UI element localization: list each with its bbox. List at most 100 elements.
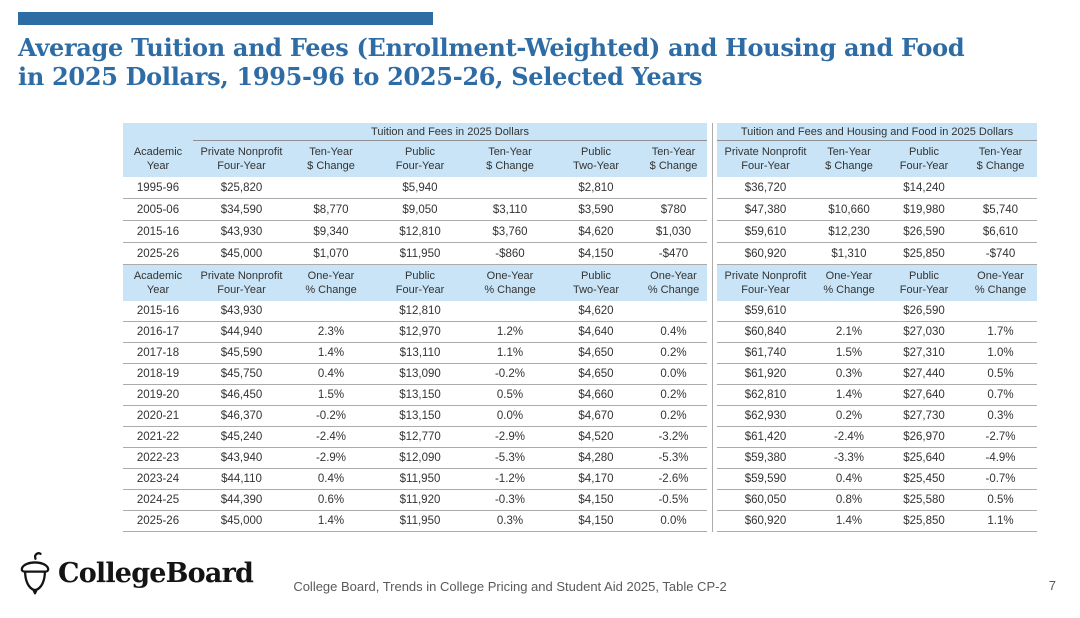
group-divider bbox=[707, 364, 717, 386]
cell-value: $61,420 bbox=[717, 427, 814, 449]
cell-value: 1.4% bbox=[814, 385, 884, 407]
cell-value: 1.5% bbox=[814, 343, 884, 365]
cell-value: 1.4% bbox=[290, 511, 372, 533]
cell-value bbox=[814, 177, 884, 200]
cell-value: $27,640 bbox=[884, 385, 964, 407]
cell-value: $26,590 bbox=[884, 221, 964, 244]
cell-value: -$470 bbox=[640, 243, 707, 266]
column-header-row: Academic Year Private Nonprofit Four-Year… bbox=[123, 141, 1038, 178]
cell-value: -3.3% bbox=[814, 448, 884, 470]
cell-value: $34,590 bbox=[193, 199, 290, 222]
column-header: One-Year % Change bbox=[468, 265, 552, 302]
page-title-line2: in 2025 Dollars, 1995-96 to 2025-26, Sel… bbox=[18, 62, 703, 91]
cell-value: 0.2% bbox=[814, 406, 884, 428]
cell-value: 0.2% bbox=[640, 343, 707, 365]
cell-value: $4,660 bbox=[552, 385, 640, 407]
table-row: 2017-18 $45,590 1.4% $13,110 1.1% $4,650 0.2% $… bbox=[123, 343, 1038, 365]
cell-value: $25,850 bbox=[884, 511, 964, 533]
cell-value: 0.3% bbox=[814, 364, 884, 386]
cell-academic-year: 2020-21 bbox=[123, 406, 193, 428]
cell-value: $13,150 bbox=[372, 406, 468, 428]
page-title-line1: Average Tuition and Fees (Enrollment-Wei… bbox=[18, 33, 965, 62]
cell-value: $3,110 bbox=[468, 199, 552, 222]
collegeboard-wordmark: CollegeBoard bbox=[58, 557, 254, 589]
cell-value: $60,920 bbox=[717, 243, 814, 266]
corner-cell bbox=[123, 123, 193, 142]
group-divider bbox=[707, 265, 717, 302]
cell-academic-year: 2022-23 bbox=[123, 448, 193, 470]
cell-value: $780 bbox=[640, 199, 707, 222]
cell-value: $27,440 bbox=[884, 364, 964, 386]
cell-value: $2,810 bbox=[552, 177, 640, 200]
cell-value: 0.0% bbox=[640, 364, 707, 386]
group-divider bbox=[707, 243, 717, 266]
group-divider bbox=[707, 123, 717, 142]
cell-value: $13,110 bbox=[372, 343, 468, 365]
cell-value: -2.9% bbox=[468, 427, 552, 449]
cell-value: 0.4% bbox=[640, 322, 707, 344]
cell-value: $25,580 bbox=[884, 490, 964, 512]
cell-value: $45,750 bbox=[193, 364, 290, 386]
table-row: 2025-26 $45,000 $1,070 $11,950 -$860 $4,150 -$… bbox=[123, 243, 1038, 266]
collegeboard-logo: CollegeBoard bbox=[16, 550, 254, 596]
cell-value: 0.3% bbox=[468, 511, 552, 533]
group-divider bbox=[707, 322, 717, 344]
cell-value: $12,810 bbox=[372, 301, 468, 323]
table-row: 2016-17 $44,940 2.3% $12,970 1.2% $4,640 0.4% $… bbox=[123, 322, 1038, 344]
table-row: 2015-16 $43,930 $9,340 $12,810 $3,760 $4,620 $… bbox=[123, 221, 1038, 244]
cell-academic-year: 2024-25 bbox=[123, 490, 193, 512]
cell-value: -$740 bbox=[964, 243, 1038, 266]
column-header: Academic Year bbox=[123, 141, 193, 178]
cell-value: -$860 bbox=[468, 243, 552, 266]
page-title: Average Tuition and Fees (Enrollment-Wei… bbox=[18, 33, 965, 91]
column-header-row: Academic Year Private Nonprofit Four-Year… bbox=[123, 265, 1038, 302]
cell-academic-year: 2025-26 bbox=[123, 243, 193, 266]
column-header: Ten-Year $ Change bbox=[814, 141, 884, 178]
cell-value: $43,940 bbox=[193, 448, 290, 470]
acorn-icon bbox=[20, 552, 50, 595]
cell-academic-year: 2015-16 bbox=[123, 301, 193, 323]
cell-value: $59,610 bbox=[717, 301, 814, 323]
cell-value: -0.2% bbox=[468, 364, 552, 386]
cell-value: 0.0% bbox=[640, 511, 707, 533]
cell-value: $27,730 bbox=[884, 406, 964, 428]
column-header: Academic Year bbox=[123, 265, 193, 302]
cell-value: $60,840 bbox=[717, 322, 814, 344]
cell-value: $12,090 bbox=[372, 448, 468, 470]
group-divider bbox=[707, 177, 717, 200]
column-header: Ten-Year $ Change bbox=[468, 141, 552, 178]
cell-value: $4,150 bbox=[552, 243, 640, 266]
cell-value: $62,810 bbox=[717, 385, 814, 407]
table-row: 2022-23 $43,940 -2.9% $12,090 -5.3% $4,280 -5.… bbox=[123, 448, 1038, 470]
cell-value: $5,740 bbox=[964, 199, 1038, 222]
group-divider bbox=[707, 385, 717, 407]
cell-value: $11,950 bbox=[372, 469, 468, 491]
cell-value: 0.4% bbox=[290, 469, 372, 491]
cell-academic-year: 2021-22 bbox=[123, 427, 193, 449]
column-header: One-Year % Change bbox=[964, 265, 1038, 302]
cell-value bbox=[964, 301, 1038, 323]
cell-value: $45,240 bbox=[193, 427, 290, 449]
cell-value: $4,650 bbox=[552, 364, 640, 386]
cell-academic-year: 2015-16 bbox=[123, 221, 193, 244]
cell-academic-year: 2005-06 bbox=[123, 199, 193, 222]
cell-value: 1.0% bbox=[964, 343, 1038, 365]
cell-value: $13,090 bbox=[372, 364, 468, 386]
column-header: Public Two-Year bbox=[552, 265, 640, 302]
cell-value: $4,520 bbox=[552, 427, 640, 449]
cell-value: $4,620 bbox=[552, 221, 640, 244]
cell-value: 0.6% bbox=[290, 490, 372, 512]
table-row: 2005-06 $34,590 $8,770 $9,050 $3,110 $3,590 $7… bbox=[123, 199, 1038, 222]
group-divider bbox=[707, 199, 717, 222]
group-divider bbox=[707, 469, 717, 491]
tuition-table: Tuition and Fees in 2025 Dollars Tuition … bbox=[123, 123, 1038, 533]
table-row: 2019-20 $46,450 1.5% $13,150 0.5% $4,660 0.2% $… bbox=[123, 385, 1038, 407]
cell-value: 2.1% bbox=[814, 322, 884, 344]
cell-value: -2.4% bbox=[290, 427, 372, 449]
cell-value: $4,150 bbox=[552, 511, 640, 533]
cell-value: $5,940 bbox=[372, 177, 468, 200]
cell-value: 0.7% bbox=[964, 385, 1038, 407]
cell-value: $4,670 bbox=[552, 406, 640, 428]
cell-value: $4,280 bbox=[552, 448, 640, 470]
cell-value: 1.5% bbox=[290, 385, 372, 407]
